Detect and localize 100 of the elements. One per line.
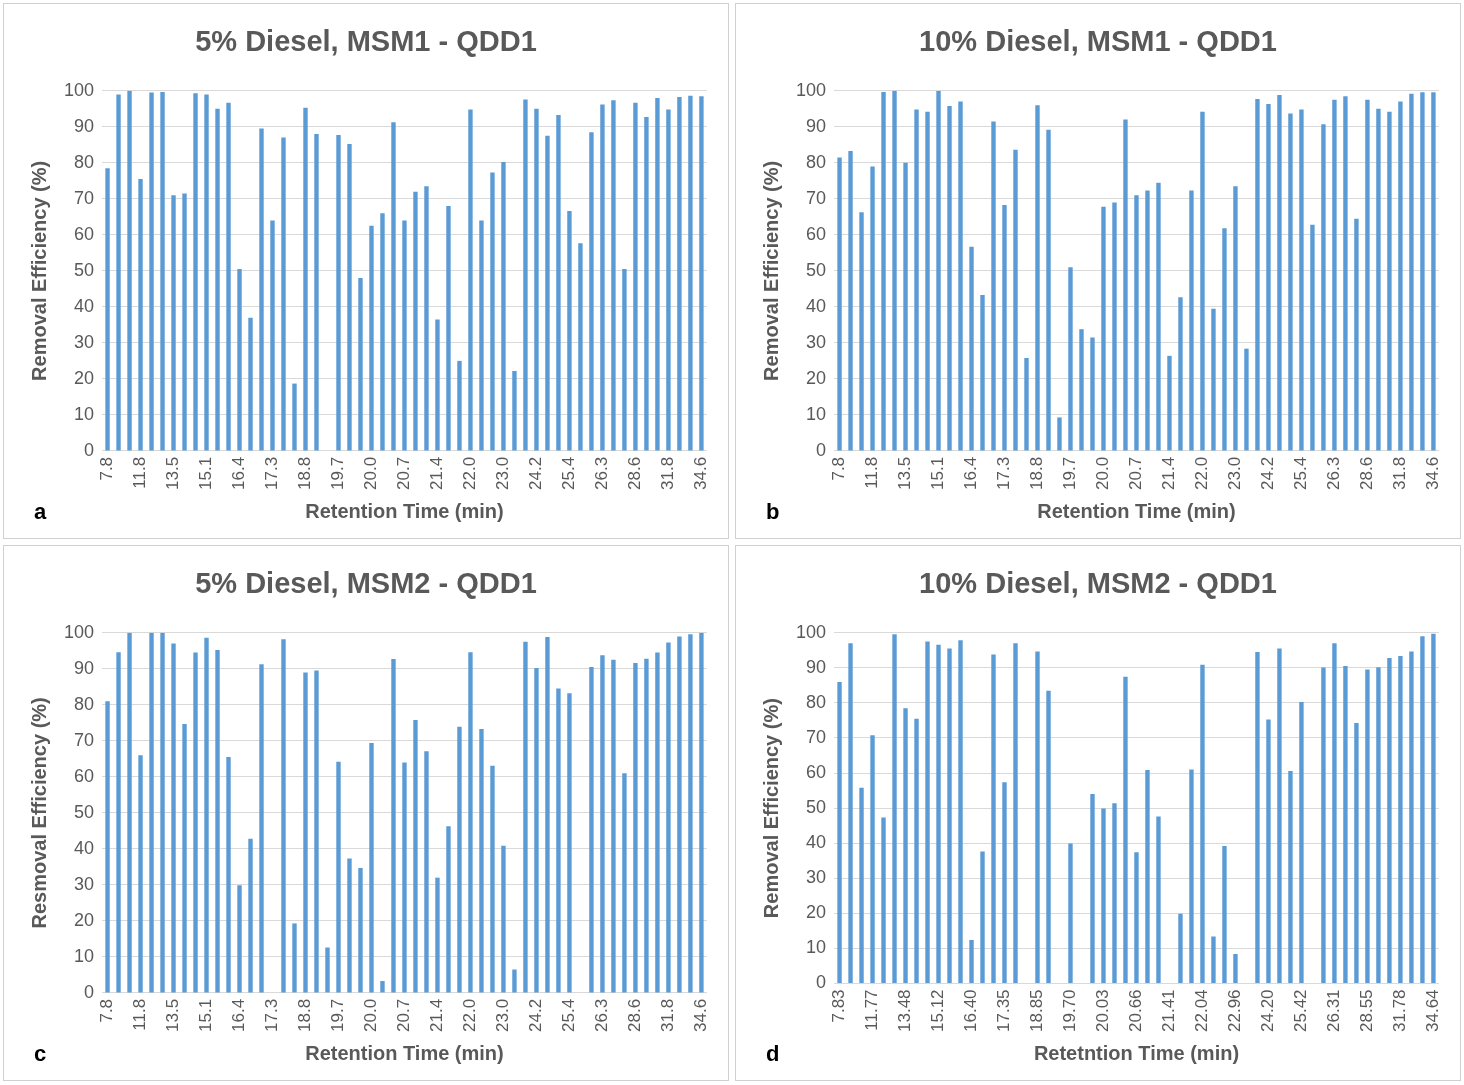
bar <box>848 150 853 451</box>
x-tick-label: 19.7 <box>328 456 348 491</box>
bar <box>633 663 638 993</box>
x-tick-label: 31.8 <box>658 456 678 491</box>
x-tick-label: 28.6 <box>625 998 645 1033</box>
bar <box>1156 182 1161 451</box>
x-tick-label: 20.0 <box>361 998 381 1033</box>
bar <box>837 157 842 451</box>
bar <box>1233 954 1238 983</box>
y-tick-label: 0 <box>816 972 827 993</box>
bar <box>501 845 506 993</box>
y-tick-label: 80 <box>74 693 95 714</box>
bar <box>523 99 528 451</box>
x-tick-label: 15.12 <box>928 989 948 1033</box>
y-tick-label: 70 <box>806 726 827 747</box>
bar <box>413 719 418 993</box>
bar <box>369 225 374 451</box>
bar <box>116 94 121 451</box>
chart-title: 10% Diesel, MSM1 - QDD1 <box>919 25 1277 58</box>
x-tick-label: 23.0 <box>493 456 513 491</box>
x-tick-label: 17.3 <box>262 456 282 491</box>
x-tick-label: 19.7 <box>328 998 348 1033</box>
x-tick-label: 24.2 <box>526 456 546 491</box>
y-tick-label: 30 <box>74 331 95 352</box>
bar <box>468 652 473 993</box>
bar <box>1332 99 1337 451</box>
x-tick-label: 21.4 <box>427 456 447 491</box>
bar <box>1310 224 1315 451</box>
bar <box>1222 846 1227 983</box>
bar <box>666 642 671 993</box>
x-tick-label: 18.8 <box>295 998 315 1033</box>
y-tick-label: 40 <box>806 295 827 316</box>
bar <box>958 640 963 983</box>
bar <box>1090 337 1095 451</box>
bar <box>936 644 941 983</box>
bar <box>892 90 897 451</box>
y-tick-label: 100 <box>795 79 827 100</box>
bar <box>138 179 143 451</box>
x-tick-label: 15.1 <box>196 998 216 1033</box>
bar <box>1002 204 1007 451</box>
x-tick-label: 11.8 <box>130 998 150 1031</box>
bar <box>171 643 176 993</box>
y-tick-label: 30 <box>806 331 827 352</box>
bar <box>947 105 952 451</box>
bar <box>435 319 440 451</box>
text: a <box>34 499 47 525</box>
x-tick-label: 24.2 <box>526 998 546 1033</box>
bar <box>1299 109 1304 451</box>
bar <box>1365 669 1370 983</box>
y-tick-label: 60 <box>806 762 827 783</box>
bar <box>512 370 517 451</box>
x-tick-label: 11.8 <box>130 456 150 489</box>
bar <box>666 109 671 451</box>
bar <box>1057 417 1062 451</box>
x-axis-title: Retetntion Time (min) <box>1033 1041 1240 1064</box>
bar <box>105 168 110 451</box>
bar <box>1266 719 1271 983</box>
bar <box>380 981 385 993</box>
text: c <box>34 1041 47 1067</box>
bar <box>1024 358 1029 451</box>
y-tick-label: 10 <box>806 937 827 958</box>
bar <box>534 668 539 993</box>
bar <box>380 213 385 451</box>
bar <box>1101 206 1106 451</box>
bar <box>1035 651 1040 983</box>
bar <box>149 632 154 993</box>
chart-title: 5% Diesel, MSM1 - QDD1 <box>195 25 537 58</box>
bar <box>391 659 396 993</box>
bar <box>457 360 462 451</box>
x-tick-label: 17.3 <box>262 998 282 1033</box>
y-tick-label: 40 <box>806 832 827 853</box>
bar <box>402 762 407 993</box>
bar <box>446 826 451 993</box>
bar <box>589 667 594 993</box>
bar <box>980 851 985 983</box>
bar <box>881 91 886 451</box>
bar <box>182 193 187 451</box>
x-tick-label: 34.64 <box>1423 989 1443 1033</box>
bar <box>545 637 550 993</box>
x-tick-label: 28.6 <box>625 456 645 491</box>
x-tick-label: 26.3 <box>592 998 612 1033</box>
x-tick-label: 34.6 <box>691 456 711 491</box>
bar <box>545 135 550 451</box>
x-tick-label: 22.0 <box>460 456 480 491</box>
bar <box>1321 124 1326 451</box>
bar <box>127 632 132 993</box>
x-tick-label: 20.66 <box>1126 989 1146 1033</box>
bar <box>1123 119 1128 451</box>
bar <box>1409 651 1414 983</box>
x-tick-label: 22.96 <box>1225 989 1245 1033</box>
bar <box>633 102 638 451</box>
x-tick-label: 34.6 <box>691 998 711 1033</box>
y-tick-label: 10 <box>74 945 95 966</box>
bar <box>859 212 864 451</box>
x-tick-label: 20.7 <box>394 998 414 1033</box>
bar <box>1013 149 1018 451</box>
bar <box>1409 93 1414 451</box>
bar <box>314 134 319 451</box>
bar <box>303 107 308 451</box>
bar <box>1431 92 1436 451</box>
